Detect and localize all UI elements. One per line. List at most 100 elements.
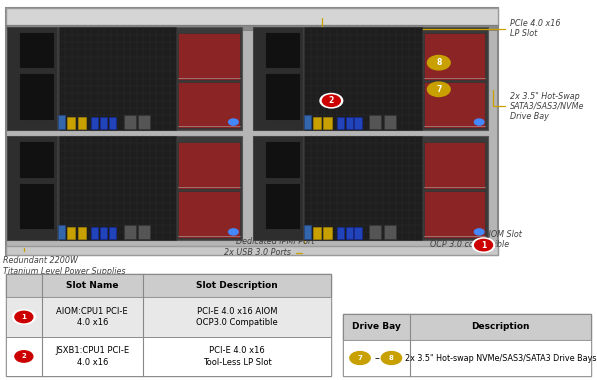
FancyBboxPatch shape — [253, 27, 303, 130]
Text: AIOM:CPU1 PCI-E
4.0 x16: AIOM:CPU1 PCI-E 4.0 x16 — [56, 307, 128, 327]
FancyBboxPatch shape — [6, 8, 498, 25]
Text: PCIe 4.0 x16 AIOM Slot
OCP 3.0 compatible: PCIe 4.0 x16 AIOM Slot OCP 3.0 compatibl… — [430, 230, 522, 249]
Circle shape — [229, 229, 238, 235]
FancyBboxPatch shape — [6, 274, 331, 376]
FancyBboxPatch shape — [7, 136, 57, 240]
FancyBboxPatch shape — [343, 340, 591, 376]
FancyBboxPatch shape — [6, 246, 498, 255]
FancyBboxPatch shape — [6, 25, 498, 30]
Text: 2x 3.5" Hot-Swap
SATA3/SAS3/NVMe
Drive Bay: 2x 3.5" Hot-Swap SATA3/SAS3/NVMe Drive B… — [493, 90, 585, 121]
FancyBboxPatch shape — [265, 183, 300, 230]
FancyBboxPatch shape — [59, 27, 176, 130]
Text: PCI-E 4.0 x16
Tool-Less LP Slot: PCI-E 4.0 x16 Tool-Less LP Slot — [202, 346, 272, 367]
Text: PCIe 4.0 x16
LP Slot: PCIe 4.0 x16 LP Slot — [322, 18, 561, 38]
FancyBboxPatch shape — [91, 227, 98, 239]
FancyBboxPatch shape — [424, 142, 485, 189]
FancyBboxPatch shape — [100, 117, 107, 129]
FancyBboxPatch shape — [343, 314, 591, 376]
FancyBboxPatch shape — [265, 141, 300, 177]
FancyBboxPatch shape — [138, 225, 150, 239]
FancyBboxPatch shape — [100, 227, 107, 239]
Text: PCI-E 4.0 x16 AIOM
OCP3.0 Compatible: PCI-E 4.0 x16 AIOM OCP3.0 Compatible — [196, 307, 278, 327]
FancyBboxPatch shape — [265, 73, 300, 120]
Circle shape — [427, 82, 450, 97]
FancyBboxPatch shape — [304, 225, 311, 239]
Circle shape — [322, 95, 340, 106]
Text: VGA Port: VGA Port — [272, 225, 307, 244]
Text: Redundant 2200W
Titanium Level Power Supplies: Redundant 2200W Titanium Level Power Sup… — [3, 248, 125, 276]
Circle shape — [475, 119, 484, 125]
FancyBboxPatch shape — [19, 73, 54, 120]
Text: 7: 7 — [436, 85, 442, 94]
FancyBboxPatch shape — [58, 116, 65, 129]
Circle shape — [475, 229, 484, 235]
Text: 7: 7 — [358, 355, 362, 361]
Circle shape — [430, 57, 448, 68]
FancyBboxPatch shape — [253, 27, 488, 130]
FancyBboxPatch shape — [78, 226, 86, 239]
FancyBboxPatch shape — [6, 8, 498, 255]
FancyBboxPatch shape — [253, 136, 303, 240]
Circle shape — [229, 119, 238, 125]
Circle shape — [427, 55, 450, 70]
FancyBboxPatch shape — [59, 136, 176, 240]
FancyBboxPatch shape — [6, 297, 331, 337]
FancyBboxPatch shape — [19, 141, 54, 177]
Text: 8: 8 — [389, 355, 394, 361]
FancyBboxPatch shape — [7, 136, 242, 240]
FancyBboxPatch shape — [6, 274, 331, 297]
Text: 1: 1 — [481, 241, 486, 250]
FancyBboxPatch shape — [370, 116, 381, 129]
FancyBboxPatch shape — [313, 226, 321, 239]
Circle shape — [475, 239, 493, 251]
Circle shape — [384, 353, 399, 363]
FancyBboxPatch shape — [7, 27, 242, 130]
Circle shape — [381, 352, 402, 364]
FancyBboxPatch shape — [58, 225, 65, 239]
FancyBboxPatch shape — [179, 33, 239, 79]
FancyBboxPatch shape — [19, 32, 54, 68]
FancyBboxPatch shape — [109, 117, 116, 129]
FancyBboxPatch shape — [109, 227, 116, 239]
FancyBboxPatch shape — [337, 227, 344, 239]
FancyBboxPatch shape — [424, 33, 485, 79]
FancyBboxPatch shape — [253, 136, 488, 240]
FancyBboxPatch shape — [384, 225, 396, 239]
Circle shape — [13, 310, 35, 324]
FancyBboxPatch shape — [384, 116, 396, 129]
Text: 8: 8 — [436, 58, 442, 67]
Circle shape — [472, 238, 495, 252]
Text: Slot Name: Slot Name — [66, 281, 118, 290]
Circle shape — [15, 351, 33, 362]
FancyBboxPatch shape — [304, 136, 422, 240]
FancyBboxPatch shape — [265, 32, 300, 68]
FancyBboxPatch shape — [179, 142, 239, 189]
FancyBboxPatch shape — [355, 117, 362, 129]
FancyBboxPatch shape — [6, 337, 331, 376]
Text: JSXB1:CPU1 PCI-E
4.0 x16: JSXB1:CPU1 PCI-E 4.0 x16 — [55, 346, 130, 367]
FancyBboxPatch shape — [91, 117, 98, 129]
Text: Description: Description — [472, 322, 530, 331]
FancyBboxPatch shape — [424, 82, 485, 128]
FancyBboxPatch shape — [67, 226, 75, 239]
FancyBboxPatch shape — [138, 116, 150, 129]
FancyBboxPatch shape — [337, 117, 344, 129]
FancyBboxPatch shape — [424, 191, 485, 238]
Circle shape — [320, 93, 343, 108]
Text: 2x 3.5" Hot-swap NVMe/SAS3/SATA3 Drive Bays: 2x 3.5" Hot-swap NVMe/SAS3/SATA3 Drive B… — [405, 353, 596, 363]
FancyBboxPatch shape — [19, 183, 54, 230]
FancyBboxPatch shape — [124, 116, 136, 129]
FancyBboxPatch shape — [313, 117, 321, 129]
Text: 2x USB 3.0 Ports: 2x USB 3.0 Ports — [224, 248, 302, 257]
FancyBboxPatch shape — [346, 117, 353, 129]
FancyBboxPatch shape — [179, 191, 239, 238]
Circle shape — [352, 353, 368, 363]
Text: 1: 1 — [21, 314, 26, 320]
FancyBboxPatch shape — [304, 27, 422, 130]
Circle shape — [430, 84, 448, 95]
FancyBboxPatch shape — [304, 116, 311, 129]
Text: 2: 2 — [21, 353, 26, 359]
FancyBboxPatch shape — [324, 117, 332, 129]
Circle shape — [15, 311, 33, 323]
FancyBboxPatch shape — [7, 27, 57, 130]
